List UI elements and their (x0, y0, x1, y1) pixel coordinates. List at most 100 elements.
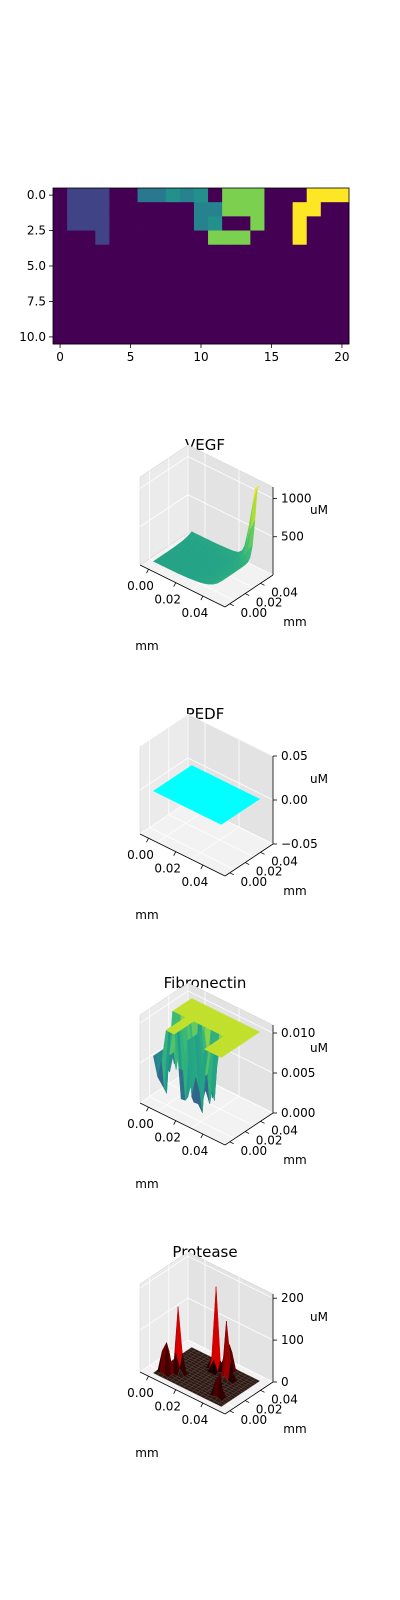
heatmap-cell (193, 216, 209, 231)
heatmap-cell (222, 202, 237, 217)
x-tick (173, 1389, 177, 1394)
surface-panel-pedf: PEDF 0.000.020.04 0.000.020.04−0.050.000.… (127, 705, 328, 922)
surface (152, 765, 261, 825)
heatmap-cell (95, 258, 110, 274)
heatmap-cell (165, 188, 181, 203)
surface (153, 998, 261, 1114)
x-axis-line (139, 564, 226, 608)
heatmap-cell (67, 315, 82, 331)
heatmap-cell (236, 244, 251, 260)
heatmap-cell (137, 329, 153, 345)
y-tick-label: 0.02 (256, 1403, 283, 1417)
surface (152, 1286, 261, 1407)
heatmap-cell (250, 244, 265, 260)
heatmap-cell (264, 301, 279, 317)
heatmap-cell (306, 301, 322, 317)
heatmap-cell (95, 301, 110, 317)
heatmap-cell (250, 216, 265, 231)
heatmap-cell (208, 230, 223, 246)
y-axis-line (224, 574, 274, 608)
x-tick (173, 1120, 177, 1125)
heatmap-cell (208, 244, 223, 260)
heatmap-cell (193, 188, 209, 203)
heatmap-cell (334, 202, 350, 217)
y-tick (244, 593, 250, 596)
heatmap-cell (222, 301, 237, 317)
heatmap-cell (320, 301, 336, 317)
heatmap-cell (334, 301, 350, 317)
y-axis-line (224, 1112, 274, 1146)
heatmap-cell (179, 315, 195, 331)
heatmap-cell (109, 273, 124, 288)
x-axis-label: mm (135, 908, 158, 922)
x-tick-label: 0.04 (182, 606, 209, 620)
heatmap-cell (53, 273, 68, 288)
y-tick-label: 0.00 (240, 1144, 267, 1158)
heatmap-cell (334, 315, 350, 331)
heatmap-cell (250, 202, 265, 217)
x-tick-label: 0.04 (182, 875, 209, 889)
heatmap-cell (67, 188, 82, 203)
heatmap-cell (53, 188, 68, 203)
heatmap-cell (179, 287, 195, 302)
grid-line (187, 494, 274, 538)
heatmap-cell (165, 287, 181, 302)
heatmap-cell (151, 202, 167, 217)
heatmap-cell (306, 273, 322, 288)
heatmap-cell (278, 202, 294, 217)
heatmap-cell (53, 287, 68, 302)
x-tick (200, 1133, 204, 1139)
surface-facet (216, 1053, 225, 1058)
grid-line (139, 456, 189, 489)
y-tick-label: 0.04 (271, 585, 298, 599)
x-axis-label: mm (135, 1446, 158, 1460)
x-axis-line (139, 1102, 226, 1146)
y-tick-label: 5.0 (27, 259, 46, 273)
x-axis-line (139, 833, 226, 877)
heatmap-cell (193, 301, 209, 317)
heatmap-cell (109, 202, 124, 217)
heatmap-cell (151, 230, 167, 246)
heatmap-cell (137, 202, 153, 217)
heatmap-cell (222, 244, 237, 260)
heatmap-cell (67, 244, 82, 260)
x-tick (200, 1402, 204, 1408)
y-tick (229, 872, 234, 876)
heatmap-cell (165, 315, 181, 331)
heatmap-cell (306, 244, 322, 260)
heatmap-cell (292, 216, 308, 231)
heatmap-cell (109, 329, 124, 345)
heatmap-cell (95, 287, 110, 302)
heatmap-cell (320, 258, 336, 274)
x-axis-label: mm (135, 639, 158, 653)
heatmap-cell (137, 287, 153, 302)
heatmap-cell (236, 329, 251, 345)
x-tick (200, 595, 204, 601)
heatmap-cell (306, 216, 322, 231)
heatmap-cell (95, 202, 110, 217)
heatmap-cell (193, 315, 209, 331)
heatmap-cell (222, 188, 237, 203)
heatmap-cell (109, 216, 124, 231)
heatmap-cell (193, 230, 209, 246)
heatmap-cell (53, 258, 68, 274)
heatmap-cell (179, 258, 195, 274)
panel-title: Fibronectin (164, 974, 247, 992)
y-tick (244, 1400, 250, 1403)
heatmap-cell (81, 273, 96, 288)
heatmap-cell (109, 315, 124, 331)
heatmap-cell (137, 188, 153, 203)
heatmap-cell (236, 301, 251, 317)
heatmap-cell (179, 202, 195, 217)
heatmap-cell (236, 273, 251, 288)
y-tick-label: 0.04 (271, 1123, 298, 1137)
grid-line (187, 456, 274, 499)
heatmap-cell (109, 230, 124, 246)
heatmap-cell (137, 273, 153, 288)
heatmap-cell (208, 188, 223, 203)
grid-line (139, 801, 189, 835)
heatmap-cell (95, 216, 110, 231)
heatmap-panel: 0 5 10 15 20 0.0 2.5 5.0 7.5 10.0 (19, 187, 350, 364)
heatmap-cell (334, 188, 350, 203)
